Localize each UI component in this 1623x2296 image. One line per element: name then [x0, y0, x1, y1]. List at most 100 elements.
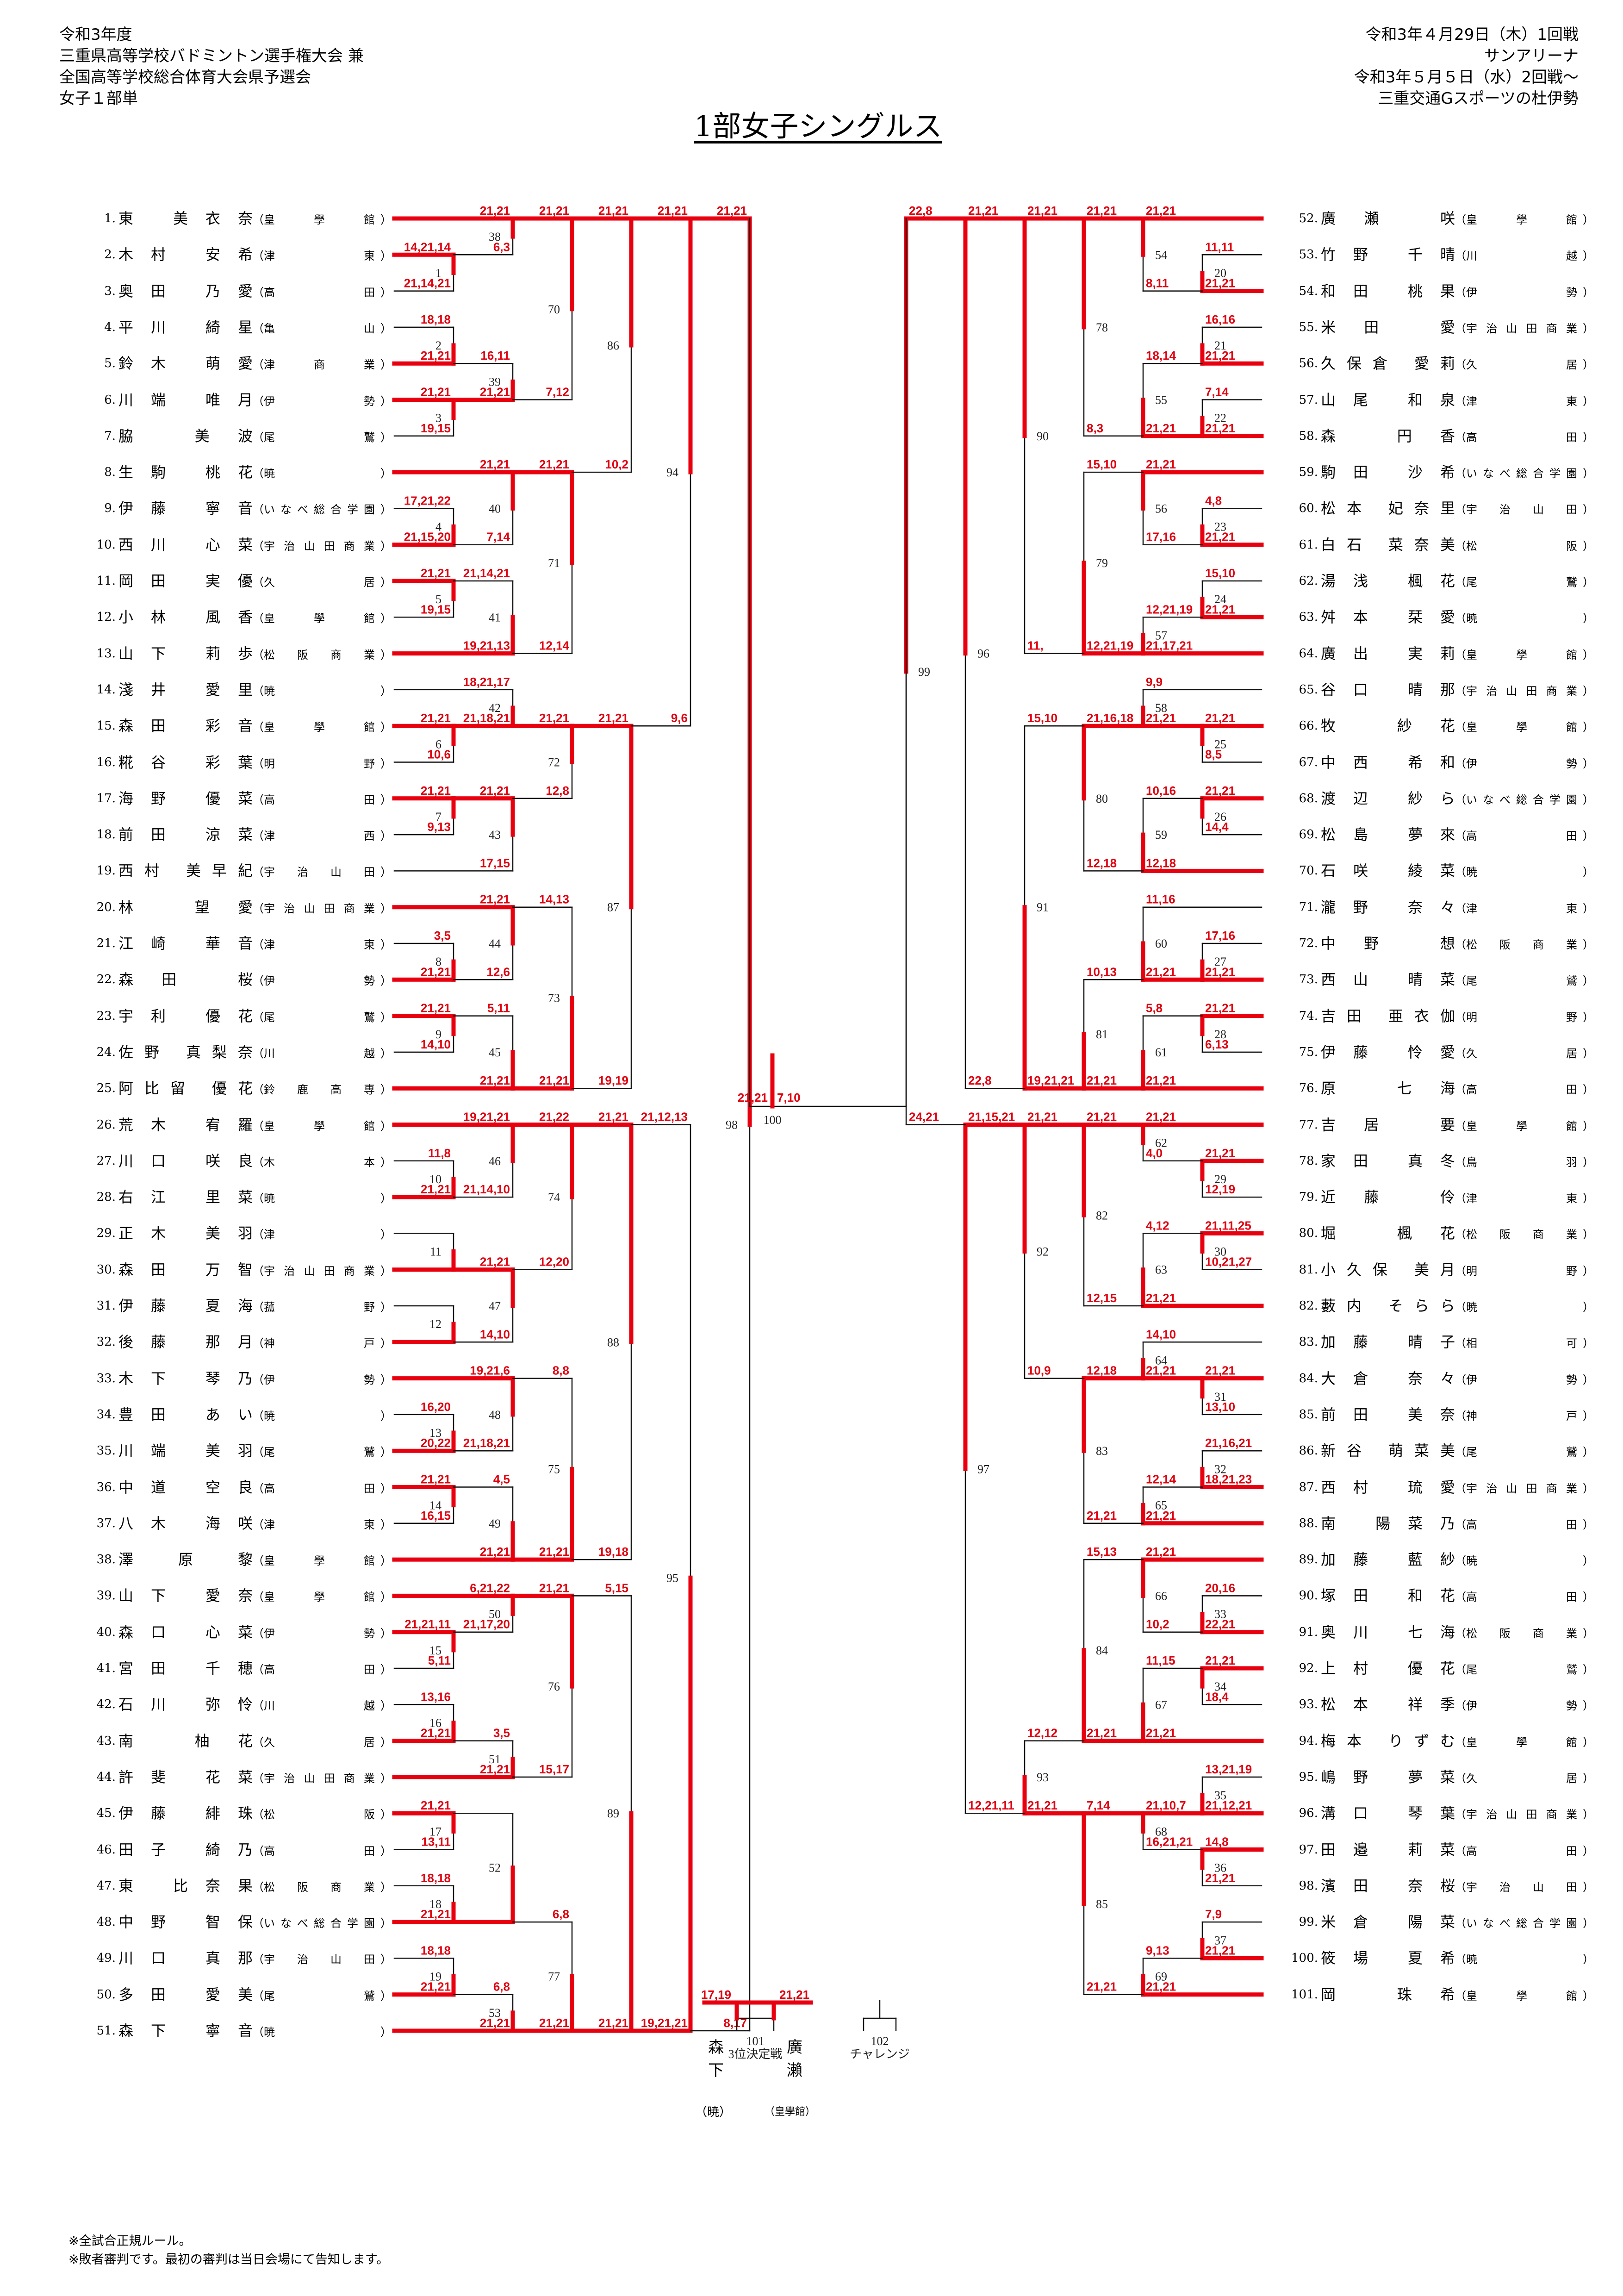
- match-number: 51: [489, 1753, 501, 1766]
- match-number: 52: [489, 1861, 501, 1875]
- match-number: 5: [435, 593, 442, 606]
- player-school: （久居）: [1455, 358, 1594, 372]
- player-number: 70.: [1299, 864, 1318, 878]
- player-school: （鳥羽）: [1455, 1155, 1594, 1169]
- player-number: 26.: [96, 1117, 116, 1132]
- player-row: 62. 湯浅 楓花（尾鷲）: [1299, 568, 1594, 594]
- score-label: 21,14,21: [404, 276, 451, 290]
- player-name: 山尾 和泉: [1321, 391, 1455, 409]
- player-name: 上村 優花: [1321, 1660, 1455, 1677]
- player-school: （高田）: [253, 1663, 392, 1676]
- third-left-name: 森: [708, 2038, 724, 2057]
- player-row: 60. 松本 妃奈里（宇治山田）: [1299, 495, 1594, 521]
- score-label: 17,15: [480, 856, 510, 870]
- player-row: 8. 生駒 桃花（暁）: [104, 459, 392, 485]
- score-label: 19,21,21: [463, 1110, 510, 1124]
- match-number: 45: [489, 1046, 501, 1059]
- match-number: 70: [548, 303, 560, 316]
- player-school: （津東）: [1455, 902, 1594, 915]
- player-school: （皇學館）: [253, 1591, 392, 1604]
- player-row: 9. 伊藤 寧音（いなべ総合学園）: [104, 495, 392, 521]
- score-label: 21,21: [539, 1073, 569, 1087]
- match-number: 65: [1155, 1499, 1167, 1512]
- player-school: （高田）: [1455, 1591, 1594, 1604]
- player-name: 白石 菜奈美: [1321, 536, 1455, 554]
- player-row: 18. 前田 涼菜（津西）: [97, 822, 392, 848]
- score-label: 17,21,22: [404, 493, 451, 507]
- player-number: 97.: [1299, 1842, 1318, 1857]
- player-school: （松阪商業）: [253, 1880, 392, 1894]
- score-label: 12,18: [1146, 856, 1176, 870]
- third-left-school: （暁）: [695, 2105, 732, 2119]
- player-row: 52. 廣瀬 咲（皇學館）: [1299, 206, 1594, 231]
- match-number: 89: [607, 1807, 619, 1820]
- player-row: 29. 正木 美羽（津）: [97, 1220, 392, 1246]
- player-school: （松阪）: [1455, 539, 1594, 553]
- score-label: 21,21: [968, 204, 998, 218]
- score-label: 14,21,14: [404, 240, 451, 254]
- score-label: 16,20: [421, 1400, 451, 1414]
- header-right-line: サンアリーナ: [1484, 47, 1579, 65]
- match-number: 26: [1214, 810, 1226, 824]
- player-number: 83.: [1299, 1335, 1318, 1349]
- score-label: 21,21: [1205, 711, 1235, 725]
- player-row: 74. 吉田 亜衣伽（明野）: [1299, 1003, 1594, 1029]
- player-number: 17.: [96, 791, 116, 805]
- player-school: （暁）: [1455, 1554, 1594, 1568]
- player-number: 76.: [1299, 1081, 1318, 1096]
- player-school: （伊勢）: [253, 1627, 392, 1640]
- score-label: 21,21: [1146, 1291, 1176, 1305]
- score-label: 21,21: [1146, 965, 1176, 979]
- player-number: 47.: [96, 1878, 116, 1893]
- match-number: 75: [548, 1462, 560, 1476]
- player-school: （亀山）: [253, 322, 392, 335]
- player-number: 38.: [96, 1553, 116, 1567]
- player-row: 66. 牧 紗花（皇學館）: [1299, 713, 1594, 739]
- score-label: 12,8: [546, 784, 569, 798]
- player-number: 62.: [1299, 574, 1318, 588]
- score-label: 18,18: [421, 1943, 451, 1957]
- match-number: 50: [489, 1608, 501, 1621]
- player-name: 原 七海: [1321, 1079, 1455, 1098]
- player-school: （宇治山田商業）: [1455, 1808, 1594, 1822]
- player-name: 伊藤 夏海: [118, 1297, 253, 1315]
- player-number: 67.: [1299, 755, 1318, 769]
- player-row: 34. 豊田 あい（暁）: [97, 1402, 392, 1428]
- match-number: 63: [1155, 1263, 1167, 1277]
- score-label: 7,9: [1205, 1907, 1222, 1921]
- player-row: 11. 岡田 実優（久居）: [97, 568, 392, 594]
- player-name: 多田 愛美: [118, 1985, 253, 2003]
- player-name: 田子 綺乃: [118, 1841, 253, 1859]
- player-row: 65. 谷口 晴那（宇治山田商業）: [1299, 677, 1594, 703]
- score-label: 21,21: [539, 1545, 569, 1559]
- player-name: 西川 心菜: [118, 536, 253, 554]
- player-row: 72. 中野 想（松阪商業）: [1299, 930, 1594, 956]
- match-number: 31: [1214, 1390, 1226, 1404]
- score-label: 12,21,19: [1146, 602, 1193, 616]
- match-number: 79: [1096, 556, 1108, 570]
- player-school: （暁）: [1455, 612, 1594, 625]
- player-row: 81. 小久保 美月（明野）: [1299, 1257, 1594, 1283]
- score-label: 15,10: [1087, 457, 1117, 471]
- score-label: 19,21,6: [470, 1364, 510, 1378]
- player-number: 80.: [1299, 1226, 1318, 1241]
- player-name: 岡田 実優: [118, 572, 253, 590]
- header-right-line: 三重交通Gスポーツの杜伊勢: [1378, 89, 1579, 108]
- player-number: 79.: [1299, 1190, 1318, 1204]
- score-label: 3,5: [434, 929, 451, 942]
- player-row: 61. 白石 菜奈美（松阪）: [1299, 532, 1594, 558]
- player-name: 森田 彩音: [118, 717, 253, 735]
- player-number: 61.: [1299, 537, 1318, 552]
- score-label: 21,21: [1087, 204, 1117, 218]
- match-number: 12: [429, 1317, 442, 1331]
- player-school: （宇治山田商業）: [253, 1264, 392, 1278]
- match-number: 87: [607, 901, 619, 914]
- score-label: 10,2: [605, 457, 628, 471]
- match-number: 53: [489, 2006, 501, 2020]
- player-name: 湯浅 楓花: [1321, 572, 1455, 590]
- score-label: 10,2: [1146, 1617, 1169, 1631]
- score-label: 17,16: [1205, 929, 1235, 942]
- match-number: 21: [1214, 339, 1226, 352]
- player-name: 小林 風香: [118, 608, 253, 626]
- player-name: 近藤 伶: [1321, 1188, 1455, 1206]
